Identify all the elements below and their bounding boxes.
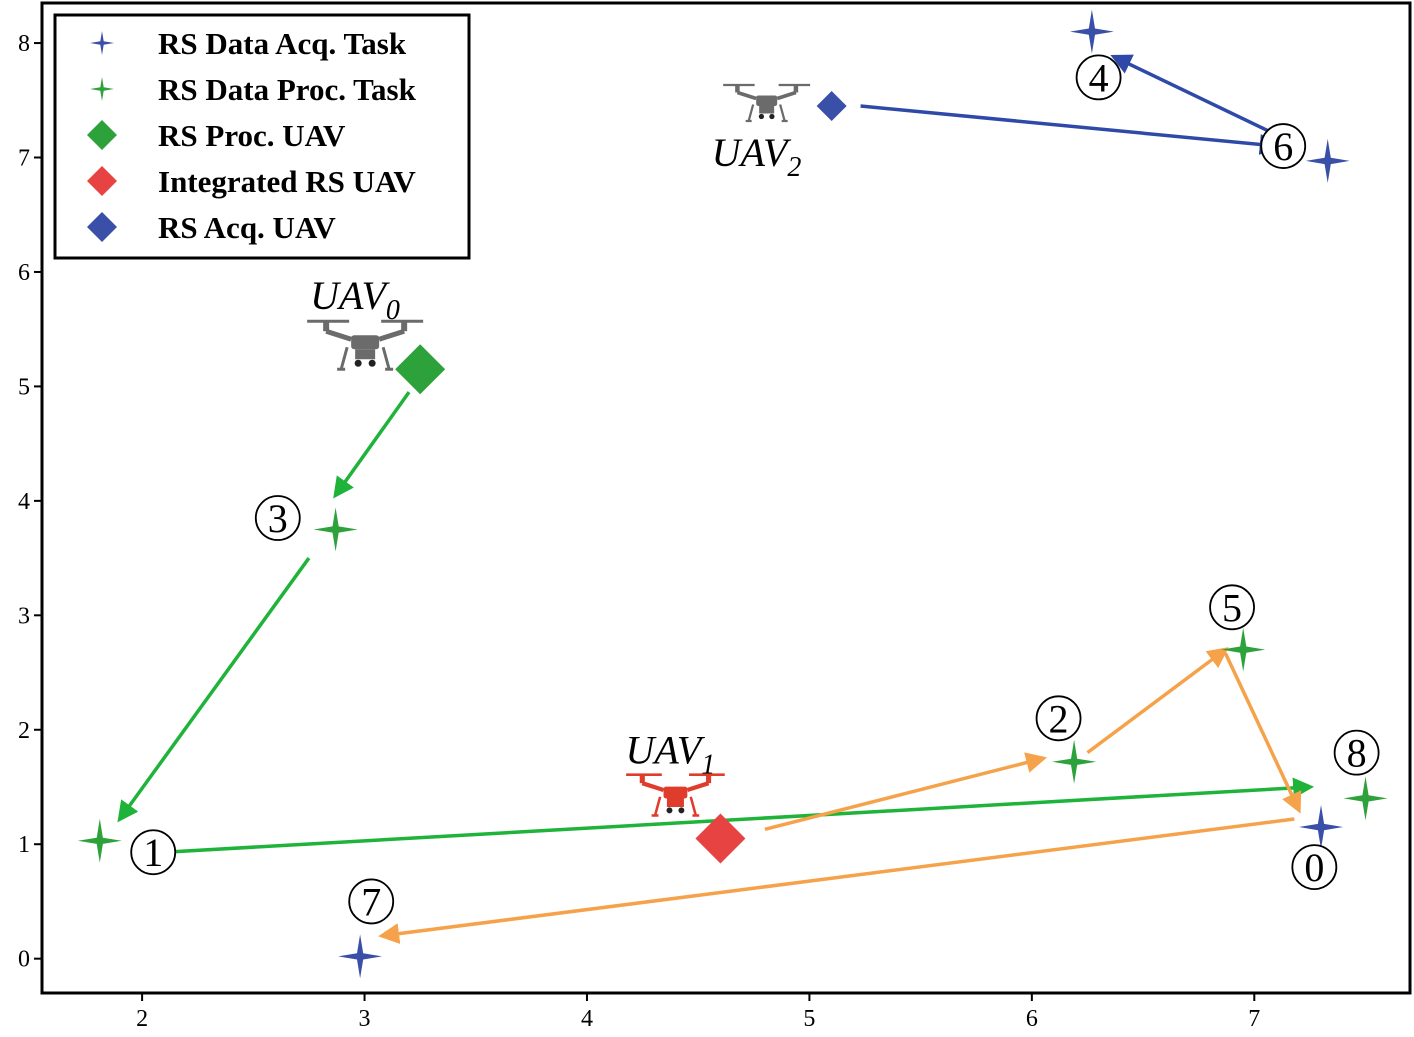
legend-label-acq_uav: RS Acq. UAV — [158, 210, 336, 245]
route-uav2-segment-1 — [1110, 54, 1284, 140]
task-label-circle-6 — [1260, 123, 1307, 169]
legend-marker-int_uav — [87, 166, 117, 196]
route-uav1-segment-1 — [1086, 647, 1229, 755]
task-label-circle-7 — [348, 878, 395, 925]
legend-marker-proc_task — [90, 77, 114, 101]
y-tick-label-8: 8 — [18, 31, 30, 57]
route-uav0-segment-2 — [164, 777, 1315, 854]
route-uav1-segment-2 — [1223, 652, 1302, 814]
task-marker-8 — [1343, 776, 1388, 821]
task-label-circle-3 — [254, 495, 301, 541]
task-markers — [77, 9, 1388, 979]
task-label-3: 3 — [254, 495, 301, 541]
x-tick-label-0: 2 — [136, 1006, 148, 1032]
legend: RS Data Acq. Task RS Data Proc. Task RS Pr… — [53, 13, 471, 260]
drone-icon-uav0 — [307, 319, 424, 371]
task-label-text-3: 3 — [268, 496, 288, 541]
y-tick-label-1: 1 — [18, 832, 30, 858]
task-marker-7 — [338, 934, 383, 979]
x-tick-label-5: 7 — [1248, 1006, 1260, 1032]
task-label-text-5: 5 — [1222, 585, 1242, 630]
task-label-2: 2 — [1035, 695, 1082, 742]
y-tick-label-3: 3 — [18, 603, 30, 629]
drone-icon-uav1 — [626, 773, 725, 817]
task-label-circle-8 — [1333, 729, 1380, 776]
task-label-7: 7 — [348, 878, 395, 925]
task-label-circle-4 — [1075, 54, 1122, 101]
axis-ticks: 2 3 4 5 6 7 0 1 2 3 4 5 6 7 8 — [18, 31, 1260, 1032]
uav-label-2: UAV2 — [712, 130, 802, 183]
task-label-5: 5 — [1209, 584, 1255, 631]
plot-frame — [40, 1, 1412, 995]
task-marker-5 — [1221, 627, 1266, 672]
task-label-4: 4 — [1075, 54, 1122, 101]
uav-marker-2 — [816, 91, 847, 122]
uav-markers: UAV0 UAV1 UAV2 — [307, 83, 847, 864]
x-tick-label-1: 3 — [359, 1006, 371, 1032]
task-label-text-2: 2 — [1049, 696, 1069, 741]
legend-marker-acq_task — [90, 31, 114, 55]
y-tick-label-0: 0 — [18, 947, 30, 973]
x-tick-label-4: 6 — [1026, 1006, 1038, 1032]
legend-label-proc_uav: RS Proc. UAV — [158, 118, 346, 153]
route-uav2-segment-0 — [860, 104, 1281, 155]
y-tick-label-2: 2 — [18, 718, 30, 744]
task-label-circle-5 — [1209, 584, 1255, 631]
task-label-circle-2 — [1035, 695, 1082, 742]
task-label-0: 0 — [1291, 844, 1338, 891]
task-label-text-7: 7 — [361, 879, 381, 924]
task-marker-6 — [1305, 138, 1350, 183]
task-label-text-4: 4 — [1089, 55, 1109, 100]
legend-label-int_uav: Integrated RS UAV — [158, 164, 416, 199]
task-label-8: 8 — [1333, 729, 1380, 776]
route-uav1-segment-0 — [764, 752, 1048, 832]
drone-icon-uav2 — [723, 83, 811, 123]
route-uav0-segment-1 — [117, 557, 311, 823]
uav-marker-0 — [395, 344, 446, 395]
x-tick-label-3: 5 — [803, 1006, 815, 1032]
task-label-circle-0 — [1291, 844, 1338, 891]
legend-box — [53, 13, 471, 260]
route-uav1-segment-3 — [378, 817, 1295, 945]
task-label-1: 1 — [130, 829, 177, 876]
y-tick-label-6: 6 — [18, 260, 30, 286]
legend-label-acq_task: RS Data Acq. Task — [158, 26, 407, 61]
task-labels: 0 1 2 3 4 5 6 7 8 — [130, 54, 1380, 925]
legend-marker-acq_uav — [87, 212, 117, 242]
x-tick-label-2: 4 — [581, 1006, 593, 1032]
uav-label-1: UAV1 — [625, 727, 715, 780]
y-tick-label-7: 7 — [18, 146, 30, 172]
task-marker-1 — [77, 818, 122, 863]
task-label-6: 6 — [1260, 123, 1307, 169]
task-marker-2 — [1052, 739, 1097, 784]
legend-label-proc_task: RS Data Proc. Task — [158, 72, 417, 107]
task-label-text-0: 0 — [1304, 845, 1324, 890]
task-label-circle-1 — [130, 829, 177, 876]
task-marker-4 — [1069, 9, 1114, 54]
legend-marker-proc_uav — [87, 120, 117, 150]
y-tick-label-5: 5 — [18, 374, 30, 400]
uav-marker-1 — [695, 813, 746, 864]
task-label-text-1: 1 — [143, 830, 163, 875]
y-tick-label-4: 4 — [18, 489, 30, 515]
route-arrows — [117, 54, 1315, 945]
route-uav0-segment-0 — [333, 391, 411, 499]
task-label-text-8: 8 — [1347, 731, 1367, 776]
task-marker-0 — [1299, 805, 1343, 849]
task-marker-3 — [313, 507, 358, 552]
task-label-text-6: 6 — [1273, 124, 1293, 169]
uav-label-0: UAV0 — [310, 273, 400, 326]
